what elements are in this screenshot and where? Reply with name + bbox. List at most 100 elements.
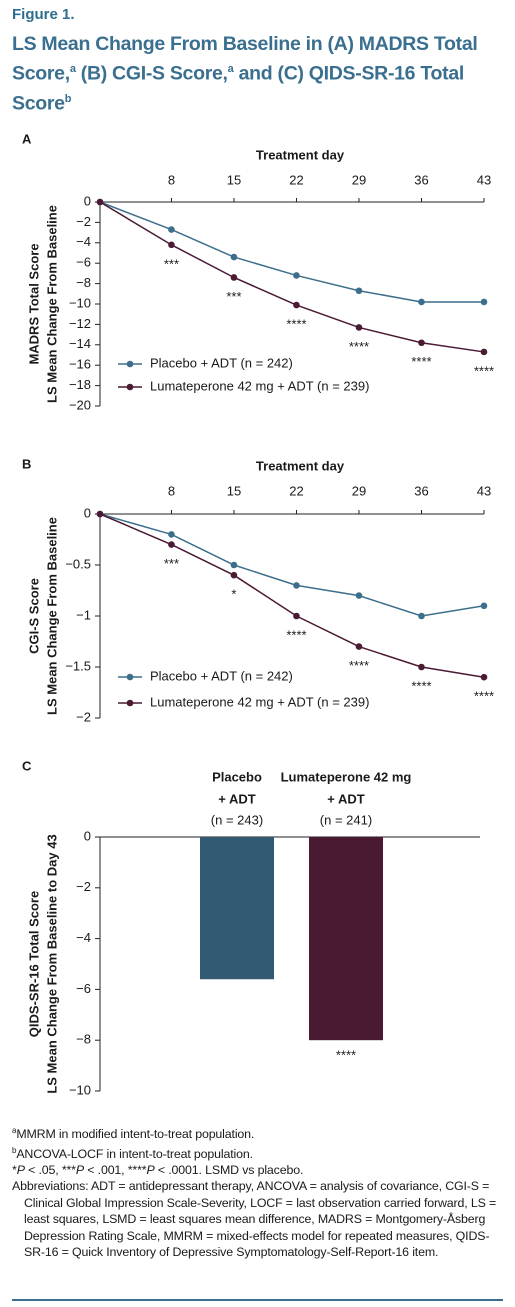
y-axis-title: LS Mean Change From Baseline <box>44 205 59 403</box>
category-label: Lumateperone 42 mg <box>281 769 412 784</box>
y-tick-label: −4 <box>76 930 91 945</box>
data-point <box>418 663 425 671</box>
data-point <box>418 298 425 306</box>
data-point <box>480 673 488 681</box>
panel-label: C <box>22 758 32 773</box>
significance-label: *** <box>226 289 241 304</box>
footnote: aMMRM in modified intent-to-treat popula… <box>12 1123 506 1143</box>
y-tick-label: −10 <box>69 295 91 310</box>
x-axis-title: Treatment day <box>256 458 345 473</box>
sample-size: (n = 241) <box>320 812 372 827</box>
x-tick-label: 8 <box>168 483 175 498</box>
series-line <box>99 513 485 617</box>
series-line <box>99 201 484 303</box>
footnote-text: MMRM in modified intent-to-treat populat… <box>16 1127 255 1142</box>
significance-label: **** <box>286 627 306 642</box>
data-point <box>96 198 104 206</box>
y-tick-label: −20 <box>69 397 91 412</box>
note-text: < .0001. LSMD vs placebo. <box>154 1163 304 1178</box>
y-tick-label: −18 <box>69 377 91 392</box>
y-tick-label: −2 <box>76 709 91 724</box>
panel-label: B <box>22 456 31 471</box>
footnote-mark: b <box>12 1145 17 1155</box>
legend-label: Placebo + ADT (n = 242) <box>150 355 293 370</box>
title-sup: a <box>227 63 234 75</box>
legend-marker <box>126 699 134 707</box>
significance-label: **** <box>411 678 431 693</box>
legend-marker <box>126 383 134 391</box>
abbreviations: Abbreviations: ADT = antidepressant ther… <box>12 1179 497 1260</box>
y-tick-label: −0.5 <box>65 556 91 571</box>
note-p: P <box>146 1163 155 1178</box>
title-sup: b <box>64 92 72 105</box>
y-tick-label: −2 <box>76 879 91 894</box>
y-tick-label: −16 <box>69 357 91 372</box>
y-tick-label: −8 <box>76 275 91 290</box>
significance-label: * <box>231 587 236 602</box>
note-p: P <box>75 1163 84 1178</box>
x-tick-label: 36 <box>414 172 428 187</box>
bar <box>200 837 274 980</box>
category-label: Placebo <box>212 769 262 784</box>
significance-label: **** <box>474 689 494 704</box>
data-point <box>355 324 363 331</box>
figure-title: LS Mean Change From Baseline in (A) MADR… <box>12 32 507 116</box>
significance-label: **** <box>349 658 369 673</box>
data-point <box>293 272 300 279</box>
note-text: < .001, **** <box>83 1163 147 1178</box>
significance-label: **** <box>411 354 431 369</box>
data-point <box>418 339 425 347</box>
data-point <box>480 348 488 356</box>
y-tick-label: 0 <box>84 193 91 208</box>
y-tick-label: −14 <box>69 336 91 351</box>
data-point <box>168 241 175 249</box>
significance-label: **** <box>336 1048 356 1063</box>
x-tick-label: 22 <box>289 172 303 187</box>
footnote-text: ANCOVA-LOCF in intent-to-treat populatio… <box>16 1146 253 1161</box>
x-tick-label: 15 <box>227 172 241 187</box>
y-tick-label: −6 <box>76 981 91 996</box>
footnote-mark: a <box>12 1126 17 1135</box>
x-tick-label: 29 <box>352 483 366 498</box>
x-axis-title: Treatment day <box>256 147 345 162</box>
significance-label: **** <box>474 363 494 378</box>
panel-label: A <box>22 131 32 146</box>
data-point <box>355 592 363 599</box>
y-tick-label: 0 <box>84 505 91 520</box>
bar <box>309 837 383 1041</box>
data-point <box>293 582 300 589</box>
note-p: P <box>16 1163 25 1178</box>
x-tick-label: 29 <box>352 172 366 187</box>
data-point <box>355 287 363 295</box>
y-tick-label: −6 <box>76 255 91 270</box>
data-point <box>480 602 488 610</box>
data-point <box>96 510 104 518</box>
significance-label: *** <box>164 256 179 271</box>
data-point <box>293 301 300 309</box>
note-text: * <box>12 1163 17 1178</box>
y-axis-title: CGI-S Score <box>26 578 41 654</box>
significance-label: **** <box>349 339 369 354</box>
y-axis-title: LS Mean Change From Baseline to Day 43 <box>44 834 59 1093</box>
y-axis-title: LS Mean Change From Baseline <box>44 517 59 715</box>
y-tick-label: −4 <box>76 234 91 249</box>
legend-marker <box>126 360 134 368</box>
footnotes: aMMRM in modified intent-to-treat popula… <box>12 1123 506 1261</box>
y-tick-label: −1 <box>76 607 91 622</box>
data-point <box>355 643 363 650</box>
x-tick-label: 36 <box>414 483 428 498</box>
legend-label: Placebo + ADT (n = 242) <box>150 668 293 683</box>
y-tick-label: −10 <box>69 1082 91 1097</box>
footnote: bANCOVA-LOCF in intent-to-treat populati… <box>12 1143 506 1163</box>
data-point <box>418 612 425 620</box>
sample-size: (n = 243) <box>211 812 263 827</box>
chart: A Treatment day 8 15 22 29 36 43 0 −2 −4 −6 −8 −10 −1 2… <box>22 131 494 1097</box>
bottom-rule <box>12 1299 503 1301</box>
x-tick-label: 43 <box>477 172 491 187</box>
data-point <box>168 531 175 538</box>
data-point <box>168 226 175 233</box>
y-tick-label: −8 <box>76 1032 91 1047</box>
x-tick-label: 15 <box>227 483 241 498</box>
y-tick-label: −2 <box>76 214 91 229</box>
